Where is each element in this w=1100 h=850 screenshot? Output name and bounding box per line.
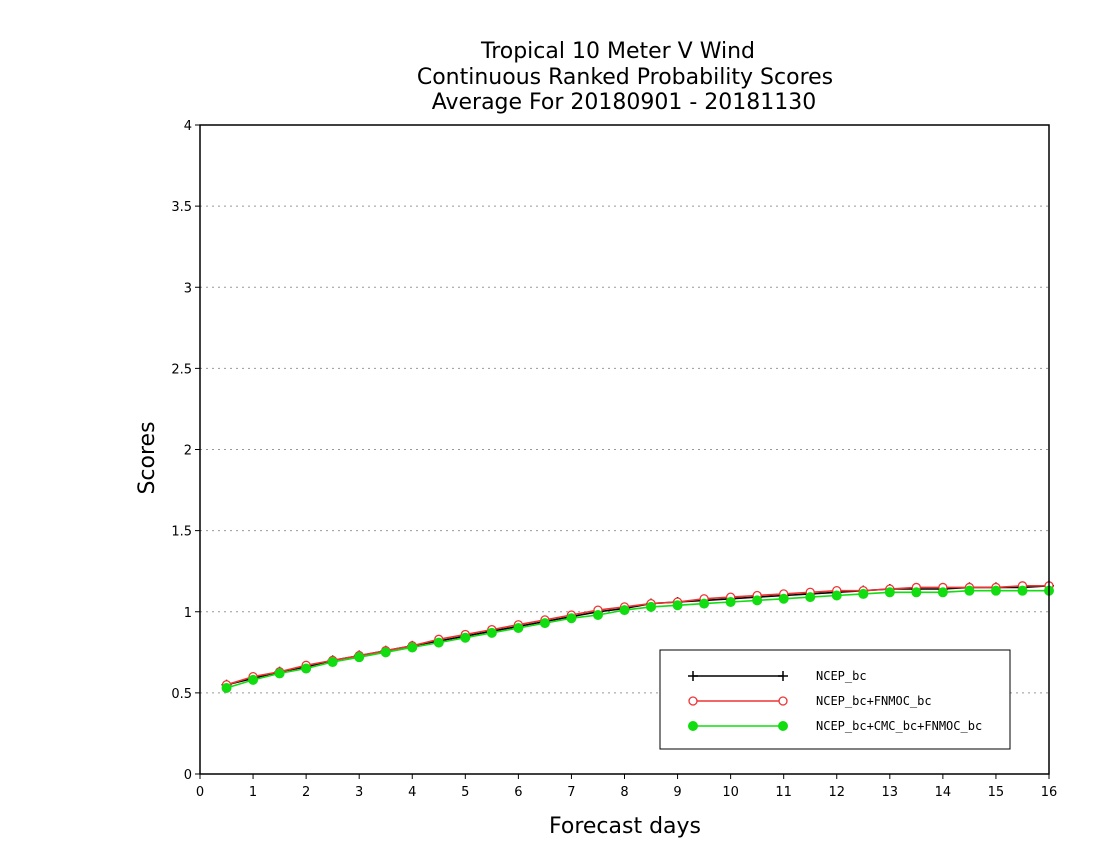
x-tick-label: 3: [355, 785, 363, 800]
x-tick-label: 10: [722, 785, 739, 800]
series-point: [539, 618, 550, 629]
y-axis-ticks: 0 0.5 1 1.5 2 2.5 3 3.5 4: [171, 119, 200, 783]
x-tick-label: 5: [461, 785, 469, 800]
series-ncep-bc-cmc-bc-fnmoc-bc: [221, 585, 1054, 694]
series-point: [725, 597, 736, 608]
legend-box: [659, 649, 1011, 750]
x-tick-label: 13: [882, 785, 899, 800]
legend-label: NCEP_bc+FNMOC_bc: [816, 694, 932, 708]
y-tick-label: 1: [184, 606, 192, 621]
series-point: [937, 587, 948, 598]
legend-entry: NCEP_bc+FNMOC_bc: [688, 694, 932, 708]
series-point: [964, 585, 975, 596]
series-point: [221, 683, 232, 694]
x-tick-label: 1: [249, 785, 257, 800]
chart-title-line-3: Average For 20180901 - 20181130: [432, 90, 817, 115]
series-point: [407, 642, 418, 653]
y-tick-label: 2.5: [171, 362, 192, 377]
series-lines: [221, 580, 1054, 694]
legend-label: NCEP_bc: [816, 669, 867, 683]
series-point: [672, 600, 683, 611]
series-point: [486, 627, 497, 638]
series-point: [566, 613, 577, 624]
y-tick-label: 4: [184, 119, 192, 134]
series-point: [778, 671, 788, 681]
legend-entry: NCEP_bc+CMC_bc+FNMOC_bc: [688, 719, 982, 733]
y-tick-label: 3.5: [171, 200, 192, 215]
series-point: [433, 637, 444, 648]
series-point: [884, 587, 895, 598]
chart-title: Tropical 10 Meter V Wind Continuous Rank…: [417, 39, 833, 115]
legend-label: NCEP_bc+CMC_bc+FNMOC_bc: [816, 719, 982, 733]
series-point: [301, 663, 312, 674]
series-point: [699, 598, 710, 609]
x-tick-label: 11: [775, 785, 792, 800]
series-point: [805, 592, 816, 603]
x-tick-label: 0: [196, 785, 204, 800]
x-tick-label: 4: [408, 785, 416, 800]
x-axis-label: Forecast days: [549, 814, 701, 839]
x-axis-ticks: 0 1 2 3 4 5 6 7 8 9 10 11 12 13 14 15 16: [196, 774, 1057, 800]
series-point: [274, 668, 285, 679]
series-point: [688, 696, 698, 706]
series-point: [592, 609, 603, 620]
series-point: [513, 622, 524, 633]
series-point: [1017, 585, 1028, 596]
series-point: [380, 647, 391, 658]
y-tick-label: 2: [184, 444, 192, 459]
series-point: [778, 593, 789, 604]
series-point: [327, 657, 338, 668]
x-tick-label: 16: [1041, 785, 1058, 800]
legend-entry: NCEP_bc: [688, 669, 867, 683]
series-point: [619, 605, 630, 616]
series-point: [248, 674, 259, 685]
x-tick-label: 2: [302, 785, 310, 800]
series-point: [858, 588, 869, 599]
x-tick-label: 9: [673, 785, 681, 800]
series-point: [460, 632, 471, 643]
x-tick-label: 7: [567, 785, 575, 800]
series-point: [778, 721, 788, 731]
y-tick-label: 0.5: [171, 687, 192, 702]
series-point: [911, 587, 922, 598]
gridlines: [200, 205, 1049, 694]
chart-title-line-1: Tropical 10 Meter V Wind: [480, 39, 755, 64]
series-point: [354, 652, 365, 663]
series-point: [990, 585, 1001, 596]
series-point: [831, 590, 842, 601]
y-tick-label: 1.5: [171, 525, 192, 540]
x-tick-label: 6: [514, 785, 522, 800]
series-point: [752, 595, 763, 606]
x-tick-label: 12: [828, 785, 845, 800]
series-point: [688, 721, 698, 731]
x-tick-label: 8: [620, 785, 628, 800]
series-point: [688, 671, 698, 681]
x-tick-label: 15: [988, 785, 1005, 800]
y-tick-label: 0: [184, 768, 192, 783]
x-tick-label: 14: [935, 785, 952, 800]
y-axis-label: Scores: [135, 421, 160, 494]
series-point: [778, 696, 788, 706]
legend: NCEP_bc NCEP_bc+FNMOC_bc NCEP_bc+CMC_bc+FN…: [659, 649, 1011, 750]
y-tick-label: 3: [184, 281, 192, 296]
series-point: [646, 601, 657, 612]
chart-title-line-2: Continuous Ranked Probability Scores: [417, 65, 833, 90]
